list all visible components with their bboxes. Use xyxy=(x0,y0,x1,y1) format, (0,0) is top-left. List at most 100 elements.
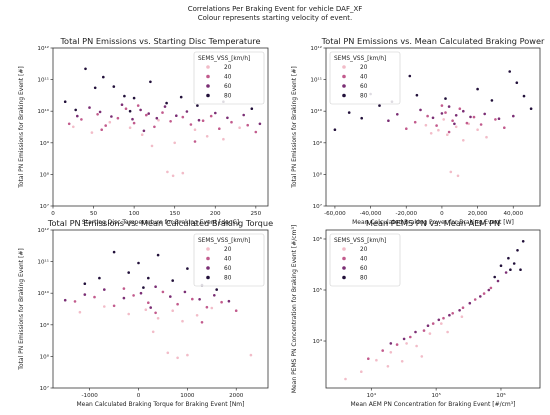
legend-marker xyxy=(206,266,210,270)
x-tick-label: -60,000 xyxy=(324,211,346,217)
data-point xyxy=(185,110,189,113)
data-point xyxy=(195,314,199,317)
y-tick-label: 10⁸ xyxy=(40,171,50,178)
data-point xyxy=(468,301,472,305)
data-point xyxy=(173,141,176,145)
data-point xyxy=(400,360,404,363)
data-point xyxy=(161,111,164,114)
legend-marker xyxy=(206,74,210,79)
data-point xyxy=(196,104,199,107)
data-point xyxy=(440,104,444,107)
data-point xyxy=(521,240,525,243)
legend-box xyxy=(193,51,265,105)
data-point xyxy=(210,306,214,310)
y-axis-label: Total PN Emissions for Braking Event [#] xyxy=(18,248,25,371)
chart-panel-2: Total PN Emissions vs. Mean Calculated B… xyxy=(291,36,545,226)
chart-title: Mean PEMS PN vs. Mean AEM PN xyxy=(366,218,500,228)
data-point xyxy=(132,294,135,297)
data-point xyxy=(110,115,113,118)
data-point xyxy=(454,125,458,129)
x-tick-label: 10⁴ xyxy=(367,392,377,399)
data-point xyxy=(63,298,67,302)
legend-entry-label: 60 xyxy=(224,266,232,272)
data-point xyxy=(485,135,488,139)
data-point xyxy=(131,117,134,121)
data-point xyxy=(402,337,406,341)
data-point xyxy=(415,344,418,348)
data-point xyxy=(509,268,512,272)
data-point xyxy=(161,290,165,294)
data-point xyxy=(166,351,170,355)
data-point xyxy=(139,108,142,112)
figure-title-line2: Colour represents starting velocity of e… xyxy=(198,14,353,22)
legend-title: SEMS_VSS_[km/h] xyxy=(198,56,250,62)
data-point xyxy=(522,94,526,98)
y-tick-label: 10¹⁰ xyxy=(37,290,49,297)
legend-entry-label: 40 xyxy=(360,75,368,81)
data-points xyxy=(344,240,525,381)
data-point xyxy=(414,330,417,334)
legend-marker xyxy=(342,93,346,98)
data-point xyxy=(90,131,94,134)
data-point xyxy=(389,351,393,354)
data-point xyxy=(249,353,253,357)
data-point xyxy=(494,118,497,121)
data-point xyxy=(387,119,390,122)
data-point xyxy=(103,305,106,308)
data-point xyxy=(186,353,189,357)
data-point xyxy=(132,96,136,100)
data-point xyxy=(250,107,254,110)
legend-title: SEMS_VSS_[km/h] xyxy=(334,238,386,244)
data-point xyxy=(449,170,453,174)
x-tick-label: -1000 xyxy=(82,393,99,399)
data-point xyxy=(181,115,185,119)
data-points xyxy=(63,250,253,360)
data-point xyxy=(181,171,185,175)
legend-title: SEMS_VSS_[km/h] xyxy=(198,238,250,244)
legend-entry-label: 40 xyxy=(224,257,232,263)
data-point xyxy=(437,318,441,322)
data-point xyxy=(137,261,140,265)
chart-title: Total PN Emissions vs. Mean Calculated B… xyxy=(321,36,545,46)
legend-box xyxy=(329,51,401,105)
data-point xyxy=(493,275,497,279)
data-point xyxy=(454,114,458,117)
data-point xyxy=(503,126,506,129)
data-point xyxy=(120,103,124,106)
data-point xyxy=(482,292,486,295)
legend-entry-label: 80 xyxy=(224,276,232,282)
x-tick-label: 40,000 xyxy=(503,211,523,217)
data-point xyxy=(479,123,483,126)
data-point xyxy=(490,99,494,102)
data-point xyxy=(529,107,533,110)
data-point xyxy=(163,105,167,108)
x-tick-label: 0 xyxy=(440,211,444,217)
data-point xyxy=(222,137,225,141)
data-point xyxy=(507,256,510,260)
data-point xyxy=(422,329,426,332)
legend: SEMS_VSS_[km/h] 20 40 60 80 xyxy=(329,51,401,105)
data-point xyxy=(142,129,146,133)
data-point xyxy=(440,322,443,325)
data-point xyxy=(442,316,445,320)
data-point xyxy=(462,139,465,142)
data-point xyxy=(200,321,204,324)
legend-marker xyxy=(342,74,346,79)
data-point xyxy=(472,115,476,119)
data-point xyxy=(123,94,126,98)
data-point xyxy=(347,111,351,114)
y-tick-label: 10⁶ xyxy=(313,236,323,243)
data-point xyxy=(116,116,120,120)
legend-marker xyxy=(206,65,210,69)
y-axis-label: Total PN Emissions for Braking Event [#] xyxy=(18,66,25,189)
data-point xyxy=(112,250,116,254)
data-point xyxy=(124,107,128,110)
chart-panel-3: Total PN Emissions vs. Mean Calculated B… xyxy=(18,218,273,408)
data-point xyxy=(448,313,451,317)
x-tick-label: 2000 xyxy=(229,393,244,399)
data-point xyxy=(428,332,432,335)
data-point xyxy=(209,114,213,118)
y-tick-label: 10¹¹ xyxy=(37,77,49,84)
data-points xyxy=(333,70,533,178)
data-point xyxy=(205,135,209,138)
